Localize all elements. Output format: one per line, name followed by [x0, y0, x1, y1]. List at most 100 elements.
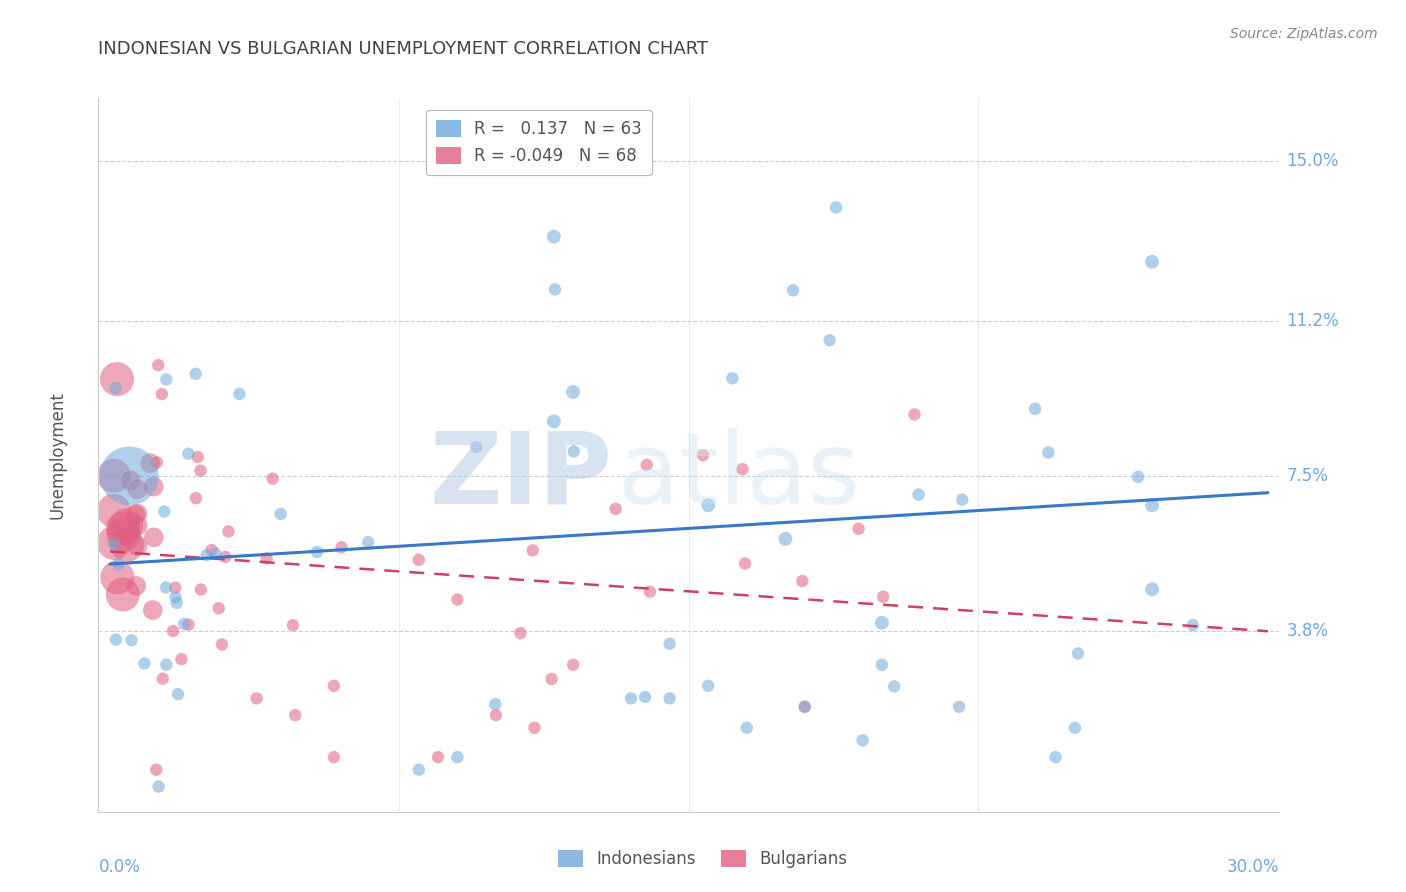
Point — [120, 474, 142, 488]
Point — [872, 590, 894, 604]
Point — [620, 691, 643, 706]
Point — [870, 657, 893, 672]
Point — [177, 617, 200, 632]
Point — [658, 637, 681, 651]
Point — [107, 558, 129, 572]
Point — [721, 371, 744, 385]
Point — [1126, 470, 1149, 484]
Point — [697, 679, 720, 693]
Point — [284, 708, 307, 723]
Text: INDONESIAN VS BULGARIAN UNEMPLOYMENT CORRELATION CHART: INDONESIAN VS BULGARIAN UNEMPLOYMENT COR… — [98, 40, 709, 58]
Point — [883, 680, 905, 694]
Point — [190, 464, 212, 478]
Point — [201, 543, 224, 558]
Point — [446, 750, 468, 764]
Point — [111, 522, 134, 536]
Text: 15.0%: 15.0% — [1286, 152, 1339, 170]
Point — [152, 672, 174, 686]
Point — [818, 333, 841, 347]
Point — [1038, 445, 1060, 459]
Text: 3.8%: 3.8% — [1286, 623, 1329, 640]
Legend: R =   0.137   N = 63, R = -0.049   N = 68: R = 0.137 N = 63, R = -0.049 N = 68 — [426, 110, 652, 175]
Point — [852, 733, 875, 747]
Point — [357, 535, 380, 549]
Point — [522, 543, 544, 558]
Point — [427, 750, 450, 764]
Point — [142, 479, 165, 493]
Point — [153, 504, 176, 518]
Point — [150, 387, 173, 401]
Text: atlas: atlas — [619, 428, 859, 524]
Point — [103, 504, 125, 518]
Point — [793, 699, 815, 714]
Point — [184, 491, 207, 505]
Point — [322, 679, 344, 693]
Point — [115, 538, 138, 552]
Point — [305, 545, 328, 559]
Point — [658, 691, 681, 706]
Point — [562, 384, 585, 399]
Point — [509, 626, 531, 640]
Point — [103, 468, 125, 483]
Point — [184, 367, 207, 381]
Point — [605, 502, 627, 516]
Point — [825, 201, 848, 215]
Point — [148, 780, 170, 794]
Point — [1140, 498, 1163, 512]
Point — [166, 596, 188, 610]
Point — [484, 697, 506, 711]
Point — [1181, 618, 1204, 632]
Point — [697, 498, 720, 512]
Point — [870, 615, 893, 630]
Point — [540, 672, 562, 686]
Point — [127, 518, 149, 533]
Point — [544, 283, 567, 297]
Point — [1140, 255, 1163, 269]
Text: 7.5%: 7.5% — [1286, 467, 1329, 485]
Point — [792, 574, 814, 588]
Point — [1067, 647, 1090, 661]
Point — [950, 492, 973, 507]
Point — [167, 687, 190, 701]
Point — [634, 690, 657, 704]
Point — [103, 537, 125, 551]
Point — [165, 581, 187, 595]
Point — [190, 582, 212, 597]
Point — [562, 657, 585, 672]
Point — [246, 691, 269, 706]
Point — [408, 763, 430, 777]
Point — [485, 708, 508, 723]
Point — [115, 518, 138, 533]
Text: 11.2%: 11.2% — [1286, 311, 1340, 330]
Point — [105, 570, 128, 584]
Point — [907, 487, 929, 501]
Point — [112, 527, 135, 541]
Point — [177, 447, 200, 461]
Point — [793, 699, 815, 714]
Point — [228, 387, 250, 401]
Point — [124, 508, 146, 522]
Point — [782, 284, 804, 298]
Point — [270, 507, 292, 521]
Point — [281, 618, 304, 632]
Point — [543, 229, 565, 244]
Point — [139, 456, 162, 470]
Point — [118, 469, 141, 483]
Point — [118, 524, 141, 538]
Point — [170, 652, 193, 666]
Point — [204, 546, 226, 560]
Point — [105, 372, 128, 386]
Point — [948, 699, 970, 714]
Point — [638, 584, 661, 599]
Point — [734, 557, 756, 571]
Text: 30.0%: 30.0% — [1227, 858, 1279, 876]
Point — [127, 507, 149, 521]
Point — [735, 721, 758, 735]
Point — [322, 750, 344, 764]
Point — [446, 592, 468, 607]
Point — [636, 458, 658, 472]
Point — [465, 440, 488, 454]
Text: ZIP: ZIP — [429, 428, 612, 524]
Point — [903, 408, 925, 422]
Point — [104, 632, 127, 647]
